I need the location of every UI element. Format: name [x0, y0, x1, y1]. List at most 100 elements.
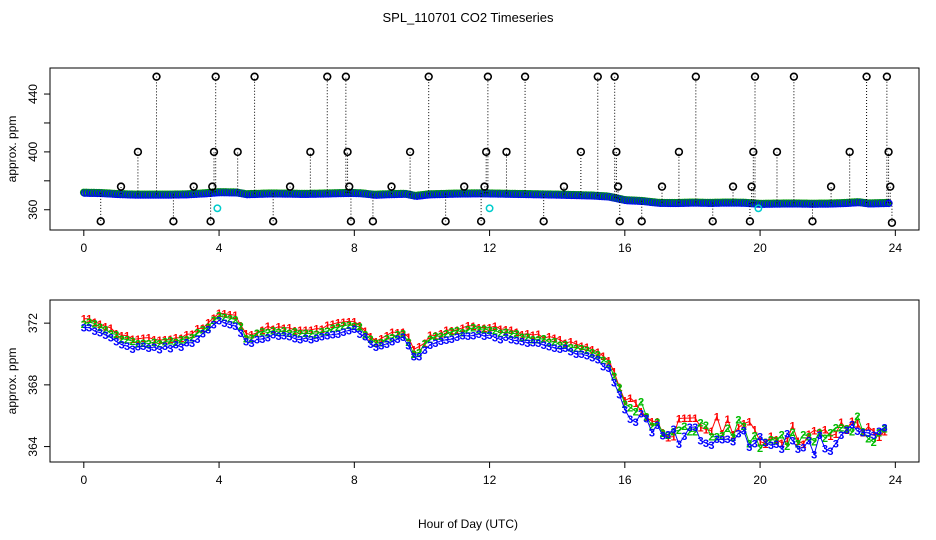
- series-2-marker: 2: [833, 423, 839, 435]
- series-2-marker: 2: [514, 328, 520, 340]
- series-1-marker: 1: [881, 426, 887, 438]
- series-1-marker: 1: [519, 329, 525, 341]
- series-2-marker: 2: [395, 330, 401, 342]
- y-tick-label: 360: [26, 199, 40, 219]
- series-2-marker: 2: [600, 355, 606, 367]
- series-3-marker: 3: [481, 331, 487, 343]
- series-1-marker: 1: [443, 325, 449, 337]
- series-2-marker: 2: [454, 326, 460, 338]
- series-3-marker: 3: [757, 432, 763, 444]
- series-3-marker: 3: [465, 331, 471, 343]
- series-1-marker: 1: [119, 330, 125, 342]
- series-1-marker: 1: [811, 425, 817, 437]
- series-2-marker: 2: [248, 333, 254, 345]
- series-3-marker: 3: [373, 342, 379, 354]
- series-3-marker: 3: [313, 333, 319, 345]
- series-2-marker: 2: [822, 433, 828, 445]
- series-1-marker: 1: [362, 326, 368, 338]
- series-3-marker: 3: [173, 340, 179, 352]
- series-2-marker: 2: [541, 334, 547, 346]
- series-2-marker: 2: [346, 320, 352, 332]
- series-2-marker: 2: [752, 430, 758, 442]
- series-2-marker: 2: [665, 430, 671, 442]
- spike-high-point: [387, 182, 396, 191]
- series-2-marker: 2: [151, 337, 157, 349]
- series-1-marker: 1: [276, 322, 282, 334]
- series-3-marker: 3: [822, 444, 828, 456]
- series-2-marker: 2: [654, 417, 660, 429]
- series-1-marker: 1: [162, 335, 168, 347]
- series-2-marker: 2: [384, 333, 390, 345]
- bottom-y-axis-label: approx. ppm: [5, 348, 19, 415]
- series-1-marker: 1: [438, 328, 444, 340]
- series-2-marker: 2: [487, 325, 493, 337]
- series-2-marker: 2: [497, 328, 503, 340]
- series-2-marker: 2: [459, 327, 465, 339]
- spike-high-point: [233, 147, 242, 157]
- series-1-marker: 1: [140, 333, 146, 345]
- series-2-marker: 2: [92, 318, 98, 330]
- series-3-marker: 3: [432, 338, 438, 350]
- series-3-marker: 3: [514, 336, 520, 348]
- spike-low-point: [887, 218, 897, 227]
- series-2-marker: 2: [178, 334, 184, 346]
- series-1-marker: 1: [324, 320, 330, 332]
- series-3-marker: 3: [773, 439, 779, 451]
- series-3-marker: 3: [129, 344, 135, 356]
- series-1-marker: 1: [822, 424, 828, 436]
- series-3-marker: 3: [725, 434, 731, 446]
- series-2-marker: 2: [362, 330, 368, 342]
- series-2-marker: 2: [492, 326, 498, 338]
- x-tick-label: 4: [216, 241, 223, 255]
- series-1-marker: 1: [254, 328, 260, 340]
- series-3-marker: 3: [200, 328, 206, 340]
- spike-high-point: [750, 72, 760, 81]
- series-3-marker: 3: [108, 333, 114, 345]
- series-2-marker: 2: [535, 334, 541, 346]
- series-1-marker: 1: [340, 317, 346, 329]
- series-2-marker: 2: [265, 328, 271, 340]
- spike-high-point: [772, 147, 782, 157]
- series-3-marker: 3: [876, 426, 882, 438]
- series-1-marker: 1: [270, 324, 276, 336]
- spike-low-point: [346, 217, 356, 226]
- series-2-marker: 2: [189, 332, 195, 344]
- spike-high-point: [559, 182, 569, 191]
- series-3-marker: 3: [459, 330, 465, 342]
- series-1-marker: 1: [146, 333, 152, 345]
- series-2-marker: 2: [443, 329, 449, 341]
- series-3-marker: 3: [254, 334, 260, 346]
- series-1-marker: 1: [308, 325, 314, 337]
- series-1-marker: 1: [281, 323, 287, 335]
- series-3-marker: 3: [638, 409, 644, 421]
- series-2-marker: 2: [232, 315, 238, 327]
- series-1-marker: 1: [622, 396, 628, 408]
- series-2-marker: 2: [416, 347, 422, 359]
- series-1-marker: 1: [573, 339, 579, 351]
- series-2-marker: 2: [146, 339, 152, 351]
- spike-high-point: [593, 72, 602, 81]
- cyan-point: [213, 204, 222, 213]
- series-2-marker: 2: [806, 431, 812, 443]
- series-1-marker: 1: [692, 413, 698, 425]
- series-2-marker: 2: [465, 325, 471, 337]
- series-3-marker: 3: [670, 424, 676, 436]
- series-3-marker: 3: [151, 342, 157, 354]
- series-3-marker: 3: [135, 342, 141, 354]
- series-2-marker: 2: [276, 327, 282, 339]
- series-2-marker: 2: [865, 434, 871, 446]
- series-2-marker: 2: [303, 328, 309, 340]
- series-2-marker: 2: [135, 339, 141, 351]
- series-2-marker: 2: [194, 328, 200, 340]
- series-1-marker: 1: [303, 325, 309, 337]
- series-1-marker: 1: [670, 432, 676, 444]
- series-2-marker: 2: [606, 358, 612, 370]
- series-1-marker: 1: [606, 356, 612, 368]
- spike-high-point: [116, 182, 126, 191]
- series-2-marker: 2: [876, 428, 882, 440]
- series-2-marker: 2: [719, 430, 725, 442]
- spike-high-point: [209, 147, 219, 157]
- series-3-marker: 3: [146, 343, 152, 355]
- series-1-marker: 1: [102, 321, 108, 333]
